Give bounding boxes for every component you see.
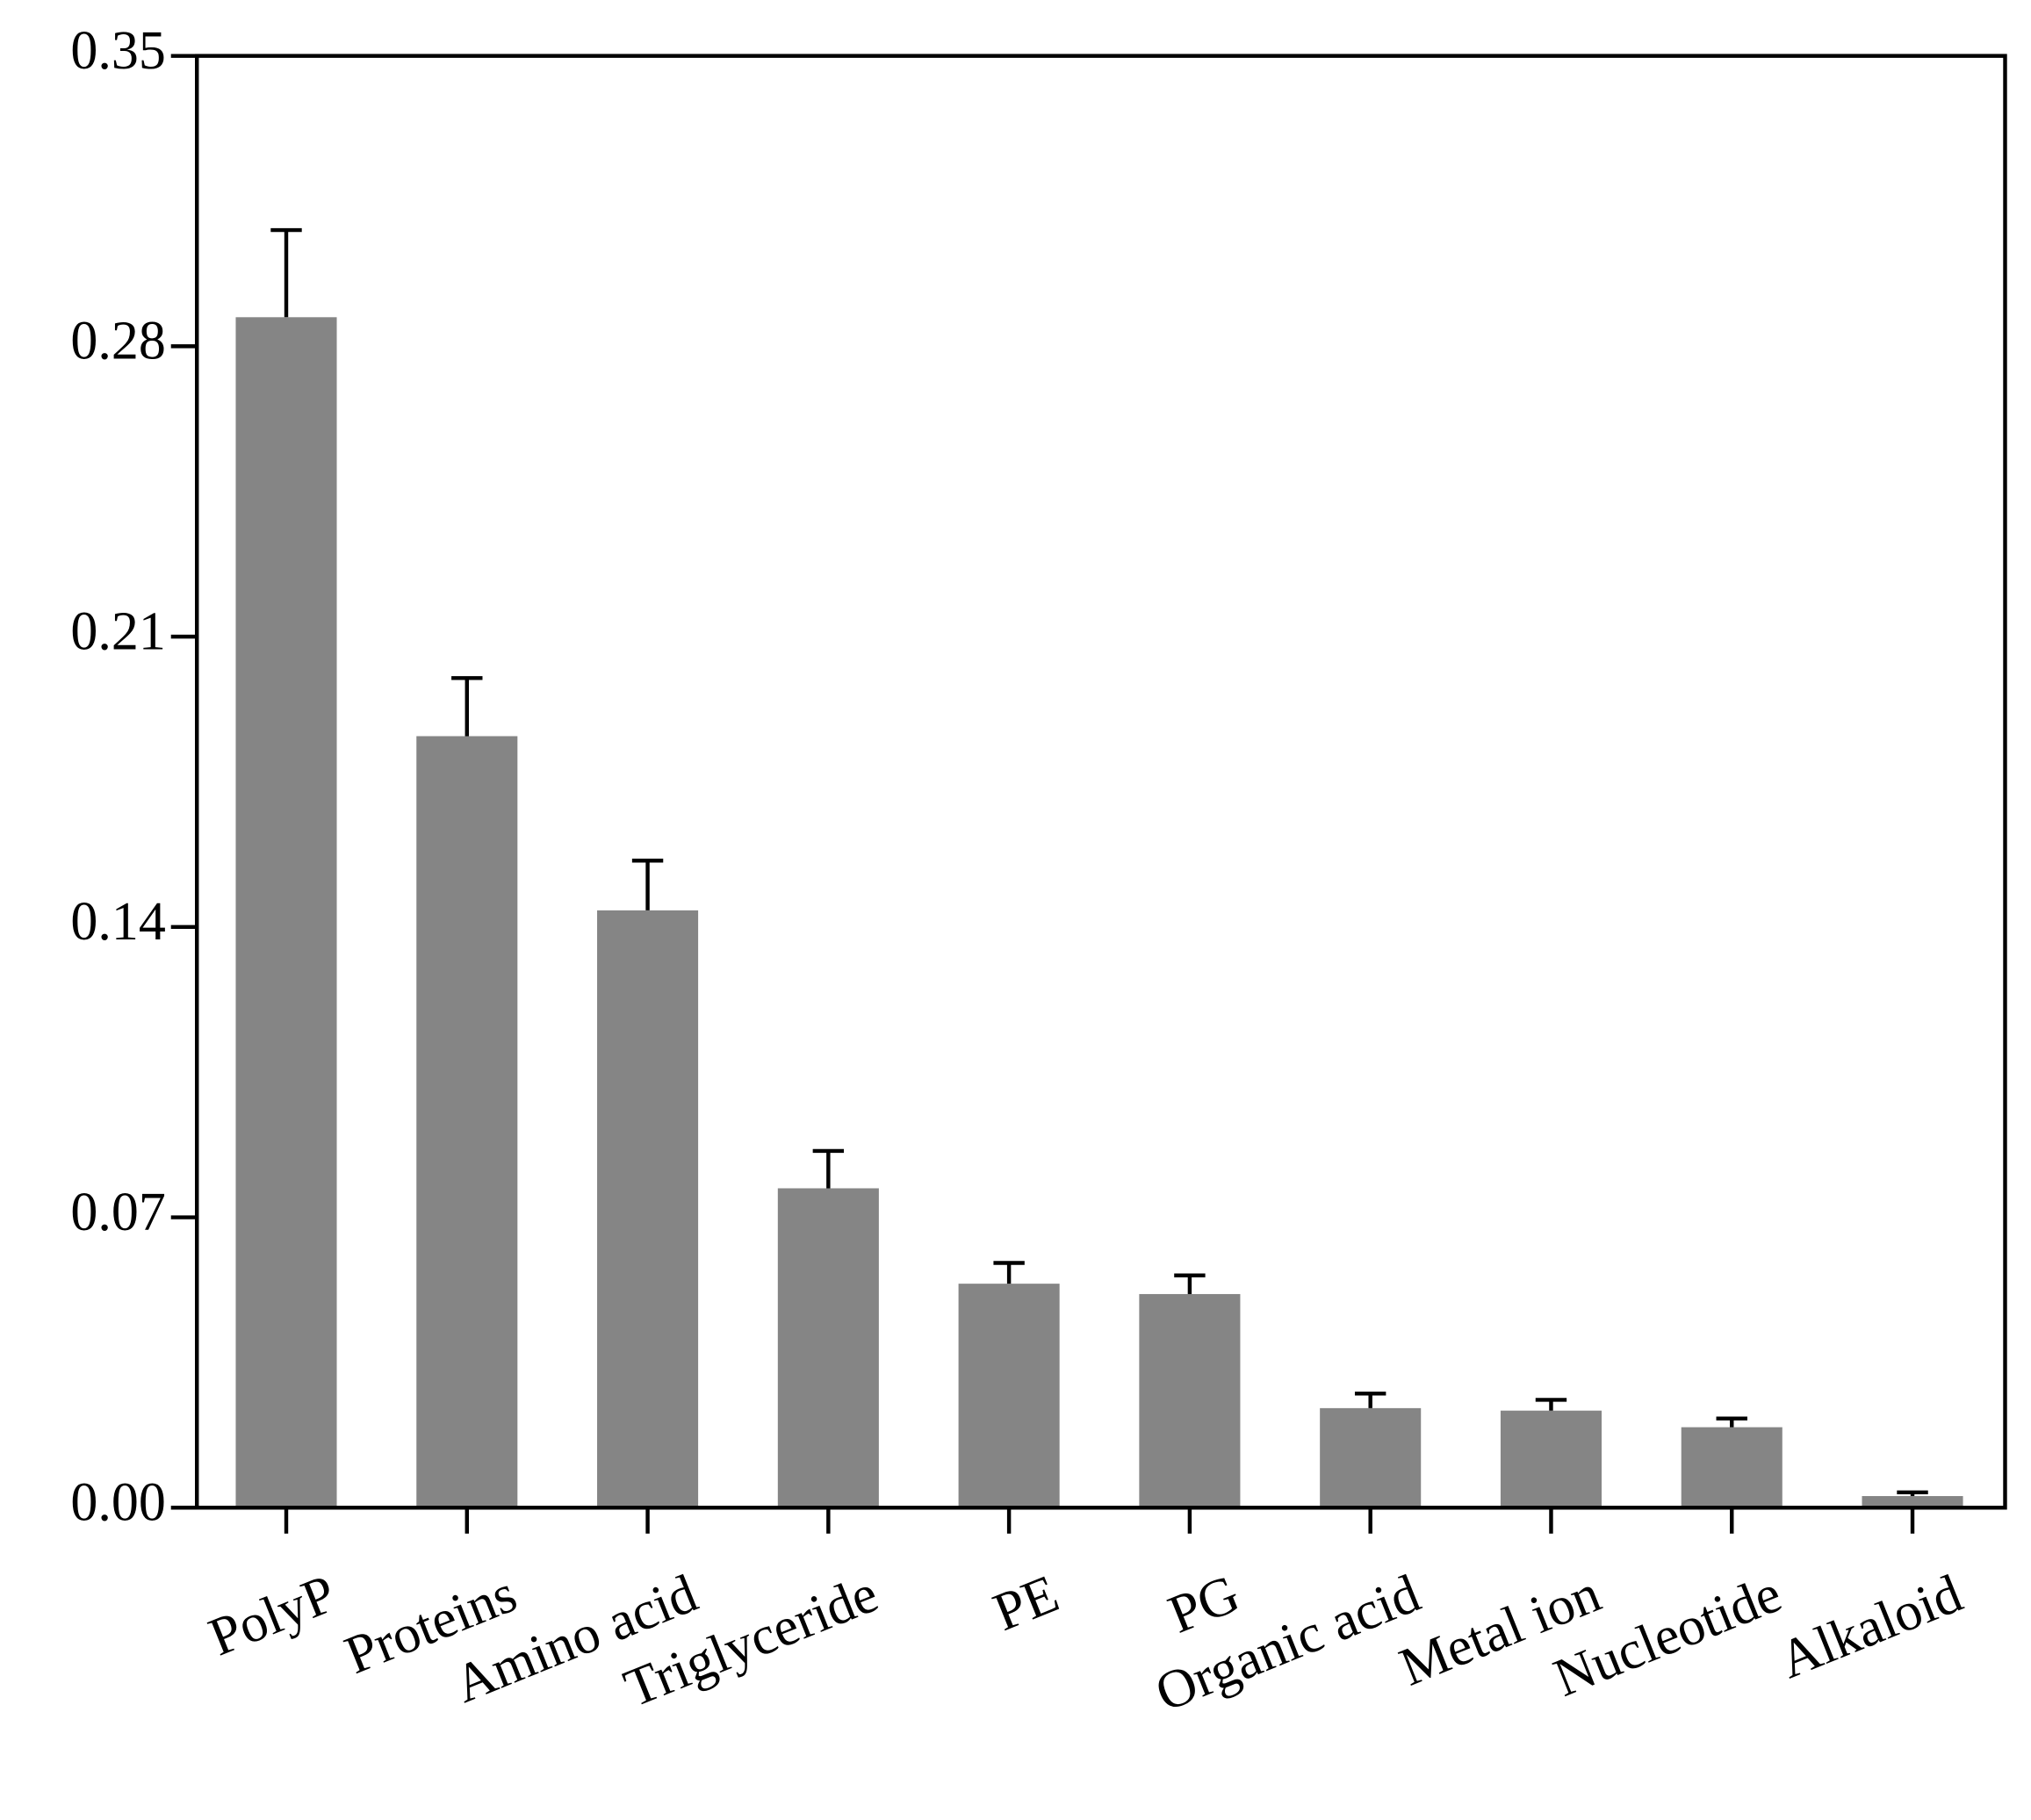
bar xyxy=(1320,1407,1422,1508)
y-tick-label: 0.35 xyxy=(70,21,165,81)
bar xyxy=(1862,1496,1963,1508)
error-bar xyxy=(451,676,483,737)
error-bar xyxy=(270,227,302,318)
y-tick-label: 0.07 xyxy=(70,1183,165,1242)
error-bar xyxy=(1174,1273,1206,1294)
bar xyxy=(1500,1410,1602,1508)
error-bar xyxy=(1716,1416,1747,1428)
x-tick-label: PolyP xyxy=(201,1564,344,1668)
y-tick-label: 0.28 xyxy=(70,312,165,371)
bar xyxy=(958,1284,1060,1508)
error-bar xyxy=(993,1261,1025,1284)
y-tick-label: 0.21 xyxy=(70,601,165,661)
bar xyxy=(235,317,337,1508)
error-bar xyxy=(1354,1392,1386,1408)
bar xyxy=(597,910,699,1508)
bar xyxy=(1681,1427,1783,1508)
y-tick-label: 0.00 xyxy=(70,1472,165,1532)
error-bar xyxy=(1535,1398,1567,1411)
error-bar xyxy=(1897,1490,1928,1497)
y-tick-label: 0.14 xyxy=(70,892,165,952)
error-bar xyxy=(812,1148,845,1189)
bar xyxy=(1139,1293,1241,1508)
x-tick-label: Alkaloid xyxy=(1771,1564,1970,1690)
bar xyxy=(416,736,518,1508)
x-tick-label: PE xyxy=(985,1564,1066,1643)
plot-frame xyxy=(195,54,2007,1510)
bar xyxy=(777,1188,879,1508)
error-bar xyxy=(631,859,664,910)
